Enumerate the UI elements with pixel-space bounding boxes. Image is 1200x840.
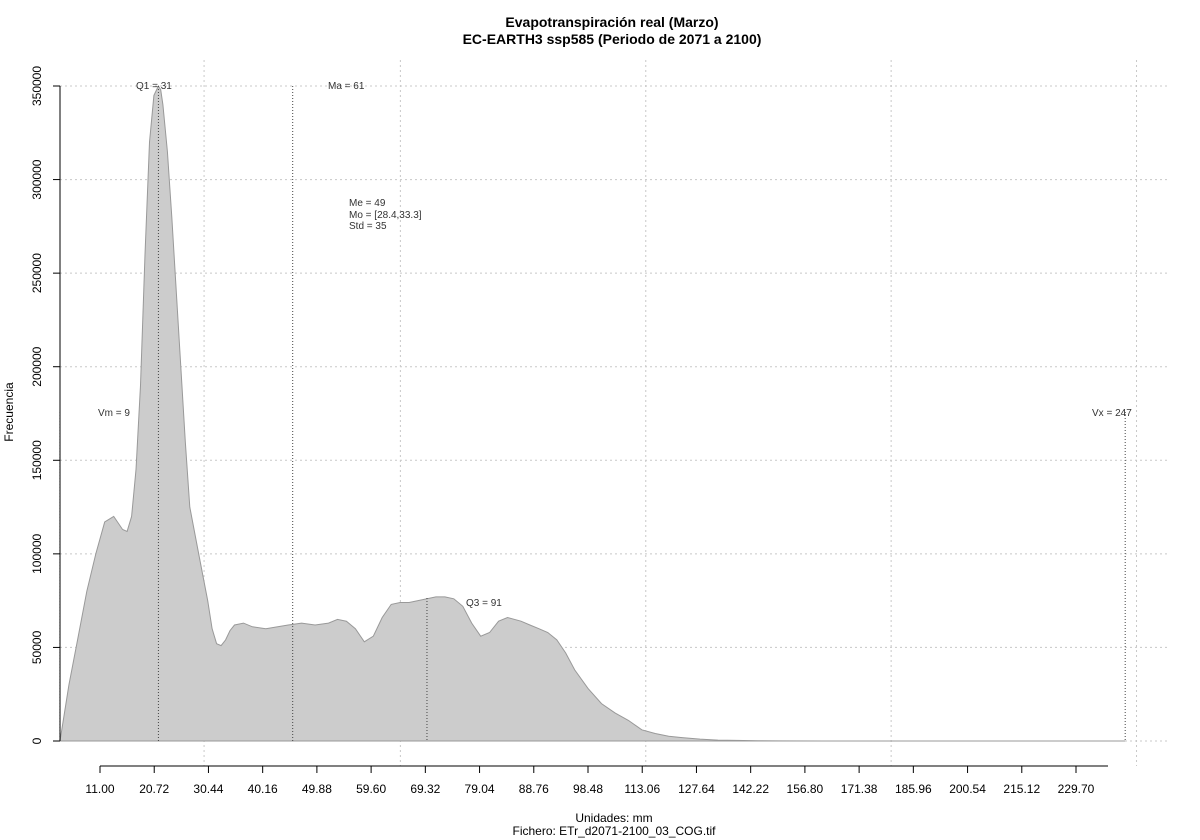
x-tick-label: 20.72 (139, 782, 169, 796)
x-tick-label: 229.70 (1058, 782, 1095, 796)
y-tick-label: 350000 (30, 66, 44, 106)
y-tick-label: 250000 (30, 253, 44, 293)
y-tick-label: 100000 (30, 534, 44, 574)
x-tick-label: 30.44 (193, 782, 223, 796)
y-tick-label: 300000 (30, 159, 44, 199)
stat-median: Me = 49 (349, 198, 386, 209)
vx-label: Vx = 247 (1092, 408, 1132, 419)
file-label: Fichero: ETr_d2071-2100_03_COG.tif (513, 824, 717, 838)
vm-label: Vm = 9 (98, 408, 130, 419)
stat-mode: Mo = [28.4,33.3] (349, 210, 422, 221)
y-tick-label: 200000 (30, 346, 44, 386)
x-tick-label: 185.96 (895, 782, 932, 796)
y-tick-label: 0 (30, 737, 44, 744)
q3-label: Q3 = 91 (466, 598, 502, 609)
x-tick-label: 69.32 (410, 782, 440, 796)
stat-std: Std = 35 (349, 221, 387, 232)
x-tick-label: 113.06 (624, 782, 660, 796)
x-tick-label: 156.80 (787, 782, 824, 796)
density-area (59, 84, 1126, 742)
x-axis-label: Unidades: mm (575, 811, 652, 825)
x-tick-label: 11.00 (85, 782, 114, 796)
x-axis: 11.00 20.72 30.44 40.16 49.88 59.60 69.32 79.04… (85, 765, 1108, 796)
y-tick-label: 150000 (30, 440, 44, 480)
y-axis: 0 50000 100000 150000 200000 250000 300000 3500… (30, 66, 61, 744)
x-tick-label: 142.22 (732, 782, 769, 796)
x-tick-label: 79.04 (465, 782, 495, 796)
x-tick-label: 215.12 (1003, 782, 1040, 796)
q1-label: Q1 = 31 (136, 81, 172, 92)
x-tick-label: 40.16 (248, 782, 278, 796)
x-tick-label: 98.48 (573, 782, 603, 796)
y-axis-label: Frecuencia (2, 382, 16, 442)
x-tick-label: 88.76 (519, 782, 549, 796)
ma-label: Ma = 61 (328, 81, 365, 92)
chart-subtitle: EC-EARTH3 ssp585 (Periodo de 2071 a 2100… (463, 31, 762, 47)
x-tick-label: 171.38 (841, 782, 878, 796)
y-tick-label: 50000 (30, 630, 44, 664)
marker-lines (59, 86, 1126, 741)
chart-title: Evapotranspiración real (Marzo) (505, 14, 718, 30)
x-tick-label: 59.60 (356, 782, 386, 796)
x-tick-label: 200.54 (949, 782, 986, 796)
x-tick-label: 127.64 (678, 782, 715, 796)
x-tick-label: 49.88 (302, 782, 332, 796)
